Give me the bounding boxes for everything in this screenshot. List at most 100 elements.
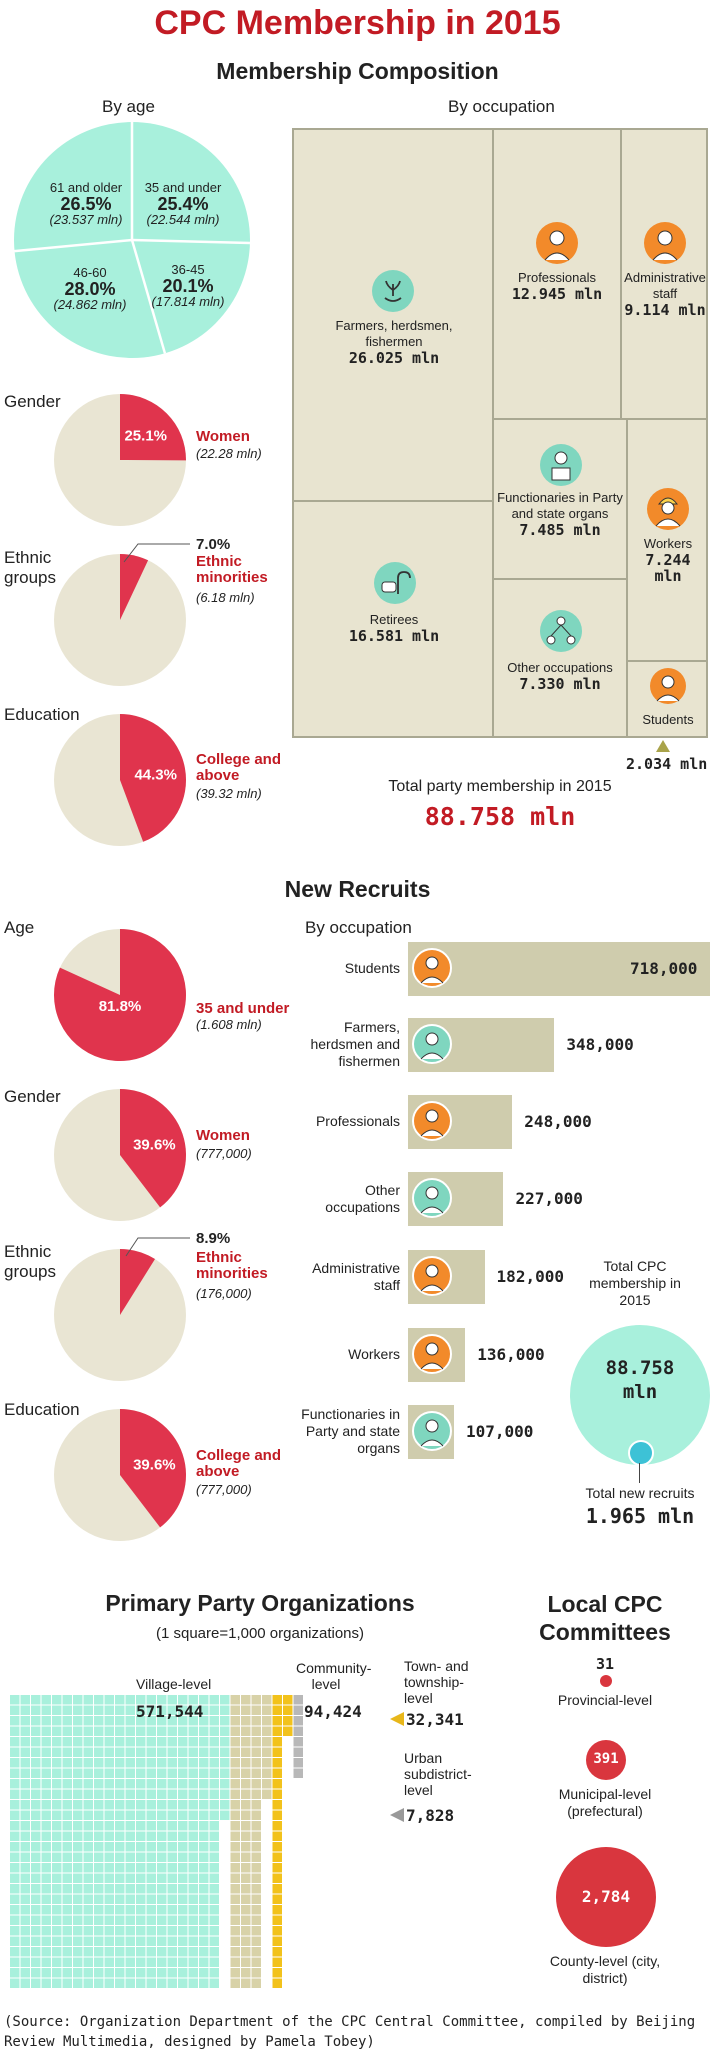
doctor-icon: [412, 1101, 452, 1141]
waffle-square: [199, 1957, 209, 1967]
recruit-education-sub: (777,000): [196, 1482, 252, 1497]
waffle-square: [41, 1978, 51, 1988]
waffle-square: [230, 1926, 240, 1936]
waffle-square: [52, 1863, 62, 1873]
recruit-education-label: Education: [4, 1400, 80, 1419]
waffle-square: [41, 1831, 51, 1841]
waffle-square: [146, 1758, 156, 1768]
recruit-occupation-label: By occupation: [305, 918, 412, 937]
waffle-square: [41, 1873, 51, 1883]
waffle-square: [157, 1726, 167, 1736]
waffle-square: [251, 1705, 261, 1715]
waffle-square: [115, 1894, 125, 1904]
age-sub: (17.814 mln): [151, 294, 225, 309]
waffle-square: [167, 1821, 177, 1831]
waffle-square: [167, 1737, 177, 1747]
waffle-square: [10, 1768, 20, 1778]
waffle-square: [230, 1779, 240, 1789]
waffle-square: [251, 1915, 261, 1925]
gender-category: Women: [196, 428, 250, 445]
waffle-square: [272, 1884, 282, 1894]
waffle-square: [251, 1821, 261, 1831]
waffle-square: [199, 1863, 209, 1873]
waffle-square: [52, 1873, 62, 1883]
waffle-square: [167, 1716, 177, 1726]
waffle-square: [62, 1968, 72, 1978]
waffle-square: [272, 1936, 282, 1946]
waffle-square: [199, 1726, 209, 1736]
waffle-square: [136, 1884, 146, 1894]
waffle-square: [83, 1947, 93, 1957]
waffle-square: [230, 1747, 240, 1757]
waffle-square: [199, 1873, 209, 1883]
waffle-square: [125, 1747, 135, 1757]
waffle-square: [136, 1968, 146, 1978]
waffle-square: [209, 1863, 219, 1873]
waffle-square: [262, 1695, 272, 1705]
waffle-square: [167, 1800, 177, 1810]
waffle-square: [94, 1905, 104, 1915]
waffle-square: [83, 1842, 93, 1852]
waffle-square: [146, 1821, 156, 1831]
waffle-square: [178, 1926, 188, 1936]
waffle-square: [272, 1873, 282, 1883]
waffle-square: [188, 1894, 198, 1904]
age-pct: 20.1%: [162, 276, 214, 296]
waffle-square: [178, 1758, 188, 1768]
waffle-square: [178, 1695, 188, 1705]
waffle-square: [188, 1936, 198, 1946]
waffle-square: [251, 1726, 261, 1736]
waffle-square: [178, 1789, 188, 1799]
waffle-square: [241, 1831, 251, 1841]
waffle-square: [188, 1915, 198, 1925]
waffle-square: [104, 1747, 114, 1757]
recruit-bar-value: 718,000: [630, 959, 698, 978]
waffle-square: [178, 1873, 188, 1883]
recruit-bar-label: Functionaries in Party and state organs: [301, 1406, 400, 1456]
waffle-square: [230, 1852, 240, 1862]
waffle-square: [167, 1842, 177, 1852]
waffle-square: [31, 1821, 41, 1831]
waffle-square: [115, 1947, 125, 1957]
age-slice-35-under: 35 and under 25.4% (22.544 mln): [135, 180, 231, 228]
waffle-square: [209, 1915, 219, 1925]
treemap-cell-admin: Administrative staff 9.114 mln: [622, 130, 708, 420]
waffle-square: [62, 1768, 72, 1778]
waffle-square: [73, 1968, 83, 1978]
waffle-square: [136, 1852, 146, 1862]
waffle-square: [125, 1831, 135, 1841]
waffle-square: [73, 1873, 83, 1883]
age-label: 35 and under: [144, 180, 222, 195]
waffle-square: [167, 1978, 177, 1988]
waffle-square: [146, 1894, 156, 1904]
provincial-label: Provincial-level: [557, 1692, 653, 1708]
waffle-square: [20, 1926, 30, 1936]
waffle-square: [41, 1884, 51, 1894]
waffle-square: [83, 1821, 93, 1831]
recruit-bar: [408, 1405, 454, 1459]
waffle-square: [52, 1705, 62, 1715]
waffle-square: [41, 1726, 51, 1736]
waffle-square: [293, 1768, 303, 1778]
waffle-square: [262, 1716, 272, 1726]
source-note: (Source: Organization Department of the …: [4, 2014, 696, 2050]
provincial-value: 31: [595, 1655, 615, 1673]
waffle-square: [167, 1968, 177, 1978]
recruit-bar-value: 136,000: [477, 1345, 545, 1364]
treemap-cell-functionaries: Functionaries in Party and state organs 7…: [494, 420, 628, 580]
waffle-square: [73, 1894, 83, 1904]
waffle-square: [146, 1947, 156, 1957]
waffle-square: [272, 1800, 282, 1810]
waffle-square: [188, 1842, 198, 1852]
waffle-square: [241, 1737, 251, 1747]
waffle-square: [94, 1716, 104, 1726]
waffle-square: [188, 1705, 198, 1715]
waffle-square: [62, 1947, 72, 1957]
waffle-square: [157, 1758, 167, 1768]
waffle-square: [31, 1863, 41, 1873]
waffle-square: [31, 1768, 41, 1778]
recruit-bar: [408, 1095, 513, 1149]
waffle-square: [157, 1842, 167, 1852]
age-pie-chart: [14, 122, 250, 358]
waffle-square: [146, 1957, 156, 1967]
